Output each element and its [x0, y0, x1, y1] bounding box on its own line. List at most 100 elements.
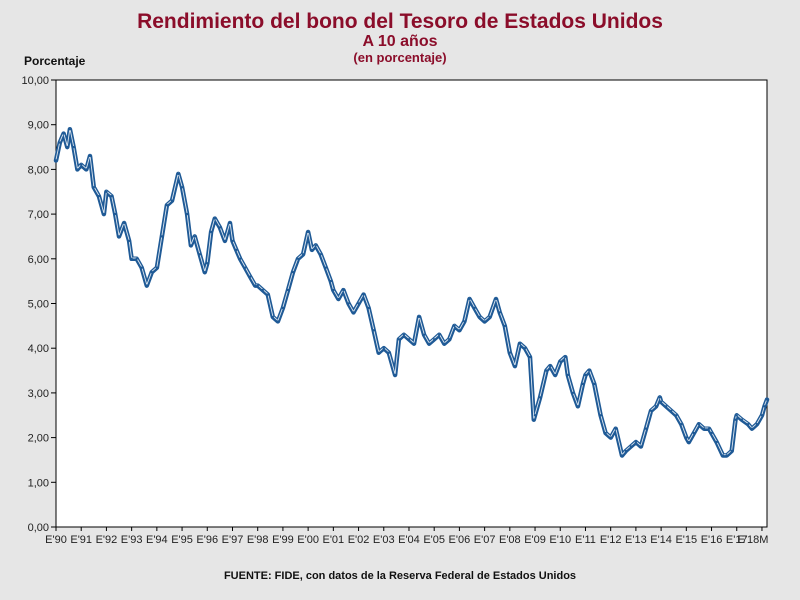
x-tick-label: E'05: [423, 534, 445, 546]
data-point: [254, 284, 257, 287]
x-tick-label: E'92: [96, 534, 118, 546]
data-point: [206, 262, 209, 265]
data-point: [422, 333, 426, 336]
data-point: [710, 431, 713, 435]
data-point: [150, 271, 153, 274]
data-point: [314, 244, 317, 247]
data-point: [407, 338, 411, 341]
y-tick-label: 4,00: [28, 343, 49, 355]
data-point: [458, 329, 461, 332]
data-point: [367, 306, 370, 310]
data-point: [85, 168, 88, 171]
data-point: [438, 333, 441, 336]
x-tick-label: E'98: [247, 534, 269, 546]
data-point: [687, 440, 690, 444]
data-point: [503, 324, 506, 328]
data-point: [198, 253, 201, 256]
x-tick-label: E'95: [171, 534, 193, 546]
data-point: [649, 409, 653, 412]
data-point: [160, 235, 164, 238]
data-point: [702, 427, 706, 430]
data-point: [135, 257, 138, 260]
data-point: [508, 351, 511, 354]
x-tick-label: E'04: [398, 534, 420, 546]
data-point: [478, 315, 481, 319]
data-point: [609, 436, 612, 439]
data-point: [362, 293, 365, 296]
x-tick-label: E'08: [499, 534, 521, 546]
data-point: [725, 454, 728, 457]
data-point: [644, 427, 648, 430]
data-point: [97, 195, 101, 198]
data-point: [92, 186, 96, 189]
data-point: [670, 409, 673, 412]
data-point: [271, 315, 274, 319]
data-point: [763, 405, 766, 408]
data-point: [735, 414, 738, 417]
data-point: [66, 145, 69, 149]
data-point: [189, 244, 193, 247]
data-point: [473, 306, 476, 310]
data-point: [528, 355, 532, 359]
x-tick-label: E'97: [222, 534, 244, 546]
data-point: [347, 302, 350, 305]
y-tick-label: 7,00: [28, 209, 49, 221]
data-point: [624, 449, 627, 453]
x-tick-label: E'13: [625, 534, 647, 546]
data-point: [324, 266, 327, 269]
data-point: [231, 239, 234, 243]
x-tick-label: E'96: [196, 534, 218, 546]
data-point: [549, 364, 552, 368]
data-point: [140, 266, 143, 269]
data-point: [734, 418, 737, 421]
data-point: [281, 306, 285, 310]
data-point: [286, 288, 290, 292]
data-point: [301, 253, 305, 256]
x-tick-label: E'11: [575, 534, 596, 546]
data-point: [680, 423, 683, 426]
plot-area: [55, 79, 768, 528]
data-point: [342, 288, 345, 292]
data-point: [213, 217, 216, 220]
data-point: [117, 235, 121, 238]
y-tick-label: 5,00: [28, 299, 49, 311]
data-point: [266, 293, 269, 296]
x-tick-label: E'06: [449, 534, 471, 546]
data-point: [658, 396, 661, 399]
data-point: [296, 257, 300, 260]
data-point: [332, 288, 335, 292]
y-tick-label: 8,00: [28, 164, 49, 176]
data-point: [372, 329, 375, 332]
data-point: [488, 315, 491, 319]
chart-title: Rendimiento del bono del Tesoro de Estad…: [137, 10, 663, 33]
x-tick-label: E'16: [701, 534, 723, 546]
x-tick-label: E'12: [600, 534, 622, 546]
data-point: [576, 405, 580, 408]
data-point: [243, 266, 247, 269]
data-point: [629, 445, 633, 448]
data-point: [599, 414, 602, 417]
data-point: [54, 159, 58, 162]
data-point: [518, 342, 522, 345]
data-point: [417, 315, 421, 319]
data-point: [545, 369, 548, 372]
data-point: [238, 257, 242, 260]
y-axis-label: Porcentaje: [24, 54, 86, 68]
y-tick-label: 2,00: [28, 433, 49, 445]
data-point: [337, 297, 340, 301]
data-point: [223, 239, 227, 243]
data-point: [755, 423, 759, 426]
data-point: [584, 373, 587, 377]
data-point: [692, 431, 696, 435]
x-tick-label: E'94: [146, 534, 168, 546]
data-point: [261, 288, 264, 292]
data-point: [276, 320, 280, 323]
x-tick-label: E'91: [70, 534, 92, 546]
data-point: [523, 347, 527, 350]
data-point: [193, 235, 196, 238]
data-point: [564, 355, 567, 359]
data-point: [513, 364, 517, 368]
data-point: [352, 311, 355, 314]
x-tick-label: E'15: [675, 534, 697, 546]
x-tick-label: E'93: [121, 534, 143, 546]
